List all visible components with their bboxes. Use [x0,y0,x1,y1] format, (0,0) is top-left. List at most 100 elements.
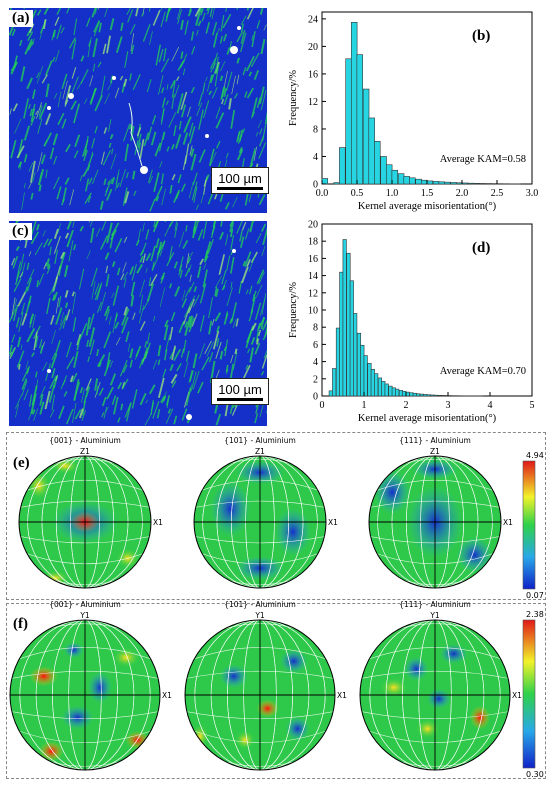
pole-figure-f-3: {111} - Aluminium Y1 X1 [359,600,522,771]
grain-streak [95,8,97,15]
grain-streak [163,48,167,62]
grain-streak [145,399,149,404]
panel-label-f: (f) [13,616,28,632]
intensity-blob [426,688,451,709]
grain-streak [74,409,82,420]
intensity-blob [112,647,141,668]
grain-streak [251,97,258,118]
grain-streak [163,349,168,361]
grain-streak [182,155,187,170]
grain-streak [244,251,252,268]
grain-streak [250,147,256,166]
axis-label-top: Y1 [254,611,265,620]
grain-streak [181,408,188,421]
grain-streak [127,8,134,23]
histogram-bar [423,394,428,397]
grain-streak [64,290,69,298]
grain-streak [30,393,37,415]
grain-streak [246,8,254,20]
grain-streak [216,28,220,34]
pore [112,76,116,80]
grain-streak [174,286,181,297]
grain-streak [237,133,243,144]
grain-streak [146,79,152,93]
grain-streak [180,348,185,358]
histogram-bar [384,383,389,397]
grain-streak [95,227,101,237]
pole-outline [184,619,336,771]
grain-streak [182,132,189,145]
grain-streak [219,351,224,360]
grain-streak [113,396,119,415]
grain-streak [215,112,225,129]
pore [186,414,192,420]
grain-streak [114,87,120,99]
grain-streak [96,301,102,313]
histogram-bar [432,181,440,185]
grain-streak [121,316,129,334]
axis-label-right: X1 [328,518,338,527]
pole-figure-box-f [6,603,546,779]
grain-streak [21,380,28,396]
grain-streak [171,143,175,150]
intensity-blob [470,705,490,730]
grain-streak [160,87,165,94]
grain-streak [21,313,28,326]
colorbar-min-e: 0.07 [526,591,544,600]
grain-streak [55,307,63,325]
grain-streak [192,172,198,185]
grain-streak [176,76,180,81]
grain-streak [39,385,46,399]
grain-streak [259,86,265,105]
histogram-bar [342,239,347,397]
grain-streak [137,133,142,149]
grain-streak [111,292,115,298]
grain-streak [119,168,126,188]
grain-streak [190,251,193,257]
grain-streak [258,142,267,159]
pole-figure-box-e [6,432,546,600]
grain-streak [66,356,75,370]
grain-streak [108,119,112,132]
grain-streak [144,342,151,359]
grain-streak [123,123,131,142]
colorbar-f [522,619,536,769]
grain-streak [150,131,157,146]
pore [47,106,51,110]
x-tick-label: 0.5 [351,188,364,199]
grain-streak [239,236,245,248]
grain-streak [101,221,107,231]
grain-streak [38,184,42,192]
grain-streak [110,222,120,237]
y-tick-label: 20 [308,220,318,231]
grain-streak [78,408,84,419]
grain-streak [73,381,81,401]
intensity-blob [41,570,70,587]
grain-streak [121,378,129,390]
y-tick-label: 24 [308,14,318,25]
grain-streak [123,78,128,87]
histogram-bar [333,182,340,185]
grain-streak [55,374,59,382]
grain-streak [248,256,256,272]
histogram-bar [473,183,480,185]
grain-streak [51,352,56,361]
intensity-blob [88,671,112,704]
grain-streak [112,285,120,306]
grain-streak [224,202,230,210]
pole-figure-title: {101} - Aluminium [224,436,296,445]
grain-streak [126,8,131,16]
grain-streak [158,241,163,254]
grain-streak [94,125,98,134]
grain-streak [147,169,153,184]
grain-streak [72,402,77,423]
grain-streak [188,257,192,263]
grain-streak [197,265,202,278]
grain-streak [165,334,171,352]
grain-streak [253,221,255,223]
grain-streak [101,396,107,407]
grain-streak [216,338,220,347]
grain-streak [254,413,259,424]
histogram-bar [374,141,381,185]
grain-streak [85,17,91,27]
